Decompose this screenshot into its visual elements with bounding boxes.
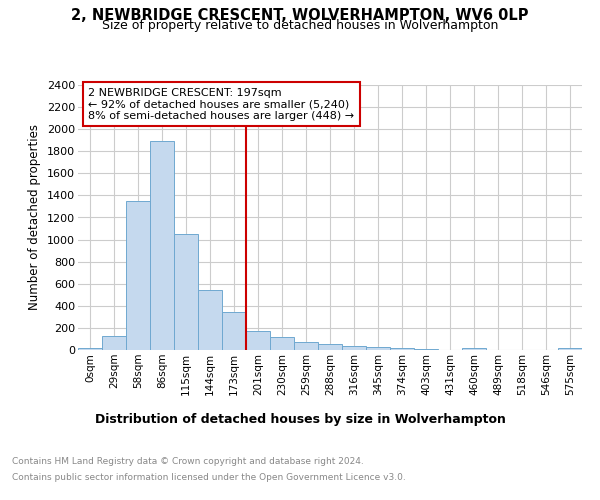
Text: Contains public sector information licensed under the Open Government Licence v3: Contains public sector information licen… (12, 472, 406, 482)
Text: Distribution of detached houses by size in Wolverhampton: Distribution of detached houses by size … (95, 412, 505, 426)
Bar (78, 348, 102, 350)
Bar (270, 338, 294, 350)
Bar (150, 142, 174, 350)
Bar (318, 344, 342, 350)
Text: Contains HM Land Registry data © Crown copyright and database right 2024.: Contains HM Land Registry data © Crown c… (12, 458, 364, 466)
Bar (390, 348, 414, 350)
Bar (342, 346, 366, 350)
Text: Size of property relative to detached houses in Wolverhampton: Size of property relative to detached ho… (102, 19, 498, 32)
Y-axis label: Number of detached properties: Number of detached properties (28, 124, 41, 310)
Bar (462, 348, 486, 350)
Text: 2, NEWBRIDGE CRESCENT, WOLVERHAMPTON, WV6 0LP: 2, NEWBRIDGE CRESCENT, WOLVERHAMPTON, WV… (71, 8, 529, 22)
Bar (126, 201, 150, 350)
Bar (198, 290, 222, 350)
Text: 2 NEWBRIDGE CRESCENT: 197sqm
← 92% of detached houses are smaller (5,240)
8% of : 2 NEWBRIDGE CRESCENT: 197sqm ← 92% of de… (88, 88, 354, 121)
Bar (246, 331, 270, 350)
Bar (294, 342, 318, 350)
Bar (366, 347, 390, 350)
Bar (102, 336, 126, 350)
Bar (558, 348, 582, 350)
Bar (222, 312, 246, 350)
Bar (174, 234, 198, 350)
